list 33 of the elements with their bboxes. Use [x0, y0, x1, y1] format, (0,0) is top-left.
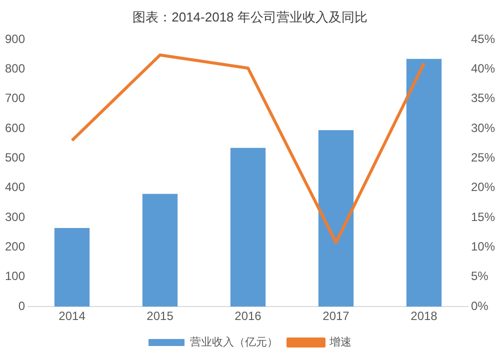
y2-tick-label: 10% [470, 240, 496, 254]
y2-tick-label: 25% [470, 150, 496, 165]
y2-tick-label: 20% [470, 180, 496, 194]
y-tick-label: 300 [4, 210, 26, 224]
chart-title: 图表：2014-2018 年公司营业收入及同比 [132, 9, 368, 24]
y-tick-label: 200 [4, 240, 26, 254]
y-tick-label: 100 [4, 269, 26, 284]
x-tick-label: 2014 [58, 309, 86, 324]
legend-label: 增速 [328, 336, 352, 349]
x-tick-label: 2015 [146, 309, 174, 324]
bar [142, 194, 178, 307]
bar [54, 228, 90, 307]
legend-label: 营业收入（亿元） [190, 336, 278, 349]
y-tick-label: 600 [4, 120, 26, 135]
y-tick-label: 500 [4, 150, 26, 165]
bar [406, 58, 442, 307]
x-tick-label: 2017 [322, 309, 350, 324]
x-tick-label: 2016 [234, 309, 262, 324]
x-tick-label: 2018 [410, 309, 438, 324]
y2-tick-label: 5% [470, 269, 489, 284]
y2-tick-label: 30% [470, 120, 496, 135]
y-tick-label: 0 [18, 298, 26, 313]
y-tick-label: 400 [4, 180, 26, 194]
y-tick-label: 900 [4, 32, 26, 46]
bar [230, 148, 266, 307]
y-tick-label: 800 [4, 62, 26, 76]
bar [318, 130, 354, 307]
y2-tick-label: 45% [470, 32, 496, 46]
y2-tick-label: 35% [470, 91, 496, 106]
y-tick-label: 700 [4, 91, 26, 106]
y2-tick-label: 40% [470, 62, 496, 76]
y2-tick-label: 0% [470, 298, 489, 313]
y2-tick-label: 15% [470, 210, 496, 224]
